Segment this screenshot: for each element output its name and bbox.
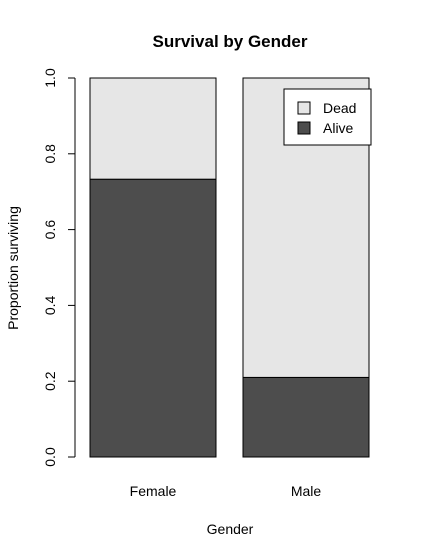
chart-title: Survival by Gender bbox=[153, 32, 308, 51]
legend-box bbox=[283, 88, 372, 146]
y-tick-label: 0.4 bbox=[42, 295, 58, 315]
legend-swatch-alive bbox=[297, 121, 311, 135]
y-tick-label: 1.0 bbox=[42, 68, 58, 88]
y-tick-label: 0.2 bbox=[42, 371, 58, 391]
bar-male-alive bbox=[242, 376, 370, 458]
x-tick-label: Female bbox=[130, 483, 177, 499]
y-tick-label: 0.6 bbox=[42, 220, 58, 240]
x-axis-label: Gender bbox=[207, 521, 254, 537]
y-tick-label: 0.0 bbox=[42, 447, 58, 467]
x-tick-label: Male bbox=[291, 483, 322, 499]
legend-label-dead: Dead bbox=[323, 100, 356, 116]
bar-female-alive bbox=[89, 178, 217, 458]
plot-area: 0.0 0.2 0.4 0.6 0.8 1.0 Female Male Dead Alive bbox=[42, 68, 372, 499]
legend-label-alive: Alive bbox=[323, 120, 354, 136]
y-tick-label: 0.8 bbox=[42, 144, 58, 164]
y-axis-label: Proportion surviving bbox=[5, 206, 21, 330]
bar-female-dead bbox=[89, 77, 217, 180]
legend-swatch-dead bbox=[297, 101, 311, 115]
